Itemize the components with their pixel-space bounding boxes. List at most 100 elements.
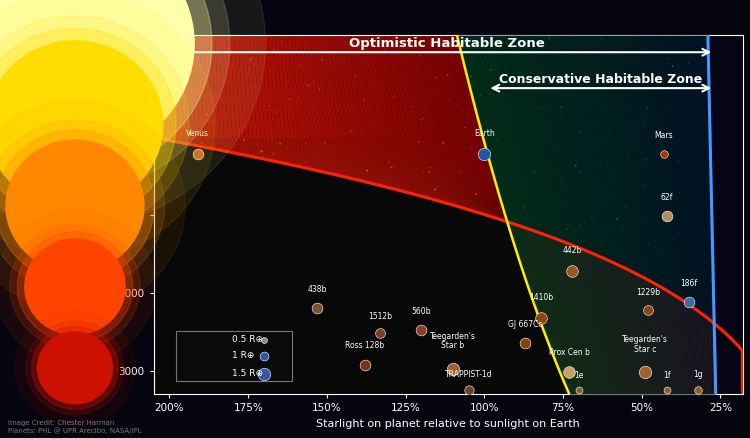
Text: 1512b: 1512b (368, 312, 392, 321)
Point (325, 133, 337, 140)
Point (464, 299, 476, 306)
Point (478, 265, 490, 272)
Point (518, 173, 530, 180)
Point (188, 155, 200, 162)
Point (319, 139, 331, 146)
Point (554, 268, 566, 275)
Point (246, 334, 258, 341)
Point (713, 275, 725, 282)
Point (166, 241, 178, 248)
Point (211, 243, 223, 250)
Point (640, 156, 652, 163)
Point (249, 83, 261, 90)
Point (427, 204, 439, 211)
Text: Optimistic Habitable Zone: Optimistic Habitable Zone (349, 37, 544, 50)
Point (386, 234, 398, 241)
Point (616, 226, 628, 233)
Point (174, 145, 186, 152)
Point (661, 213, 673, 220)
Point (464, 144, 476, 151)
Point (243, 204, 255, 211)
Point (512, 49, 524, 57)
Point (295, 62, 307, 69)
Point (722, 212, 734, 219)
Point (423, 169, 435, 176)
Point (317, 374, 329, 381)
Point (620, 203, 632, 210)
Point (419, 251, 431, 258)
Point (381, 90, 393, 97)
Text: Teegarden's
Star b: Teegarden's Star b (430, 332, 476, 350)
Point (267, 151, 279, 158)
Point (252, 253, 264, 260)
Point (479, 55, 491, 62)
Point (287, 269, 299, 276)
Point (566, 339, 578, 346)
Text: 438b: 438b (308, 285, 327, 294)
Point (377, 250, 389, 257)
Point (442, 71, 454, 78)
Point (419, 350, 431, 357)
Point (278, 223, 290, 230)
Point (214, 293, 226, 300)
Point (448, 48, 460, 55)
Text: Earth: Earth (474, 129, 495, 138)
Point (516, 362, 528, 369)
Circle shape (0, 0, 212, 175)
Point (340, 177, 352, 184)
Point (555, 109, 567, 116)
Point (716, 70, 728, 77)
Point (716, 187, 728, 194)
Point (487, 258, 499, 265)
Point (152, 389, 164, 396)
Point (389, 346, 401, 353)
Point (242, 74, 254, 81)
Point (399, 301, 411, 308)
Text: Ross 128b: Ross 128b (345, 342, 384, 350)
Circle shape (17, 232, 133, 342)
Point (350, 263, 362, 270)
Point (676, 273, 688, 280)
Point (301, 274, 313, 281)
Point (199, 297, 211, 304)
Point (641, 164, 653, 171)
Point (574, 174, 586, 181)
Point (490, 138, 502, 145)
Point (567, 332, 579, 339)
Point (460, 79, 472, 86)
Point (610, 289, 622, 296)
Point (209, 150, 221, 157)
Point (521, 256, 533, 263)
Point (282, 353, 294, 360)
Point (574, 222, 586, 229)
Point (455, 264, 467, 271)
Point (442, 361, 454, 368)
Point (211, 339, 223, 346)
Point (639, 369, 651, 376)
Circle shape (0, 0, 230, 192)
Point (349, 256, 361, 263)
Point (154, 139, 166, 146)
Point (284, 95, 296, 102)
Point (630, 243, 642, 250)
Point (578, 310, 590, 317)
Point (183, 293, 195, 300)
Point (488, 252, 500, 259)
Point (280, 199, 292, 206)
Point (276, 38, 288, 45)
Point (610, 215, 622, 223)
Point (232, 42, 244, 49)
Point (340, 47, 352, 54)
Point (168, 209, 180, 216)
Point (692, 101, 703, 108)
Point (383, 385, 395, 392)
Point (573, 386, 585, 393)
Point (599, 321, 611, 328)
Text: TRAPPIST-1d: TRAPPIST-1d (445, 370, 492, 378)
Point (166, 226, 178, 233)
Point (384, 244, 396, 251)
Text: 1e: 1e (574, 371, 584, 380)
Point (388, 93, 400, 100)
Point (317, 186, 329, 193)
Point (356, 300, 368, 307)
